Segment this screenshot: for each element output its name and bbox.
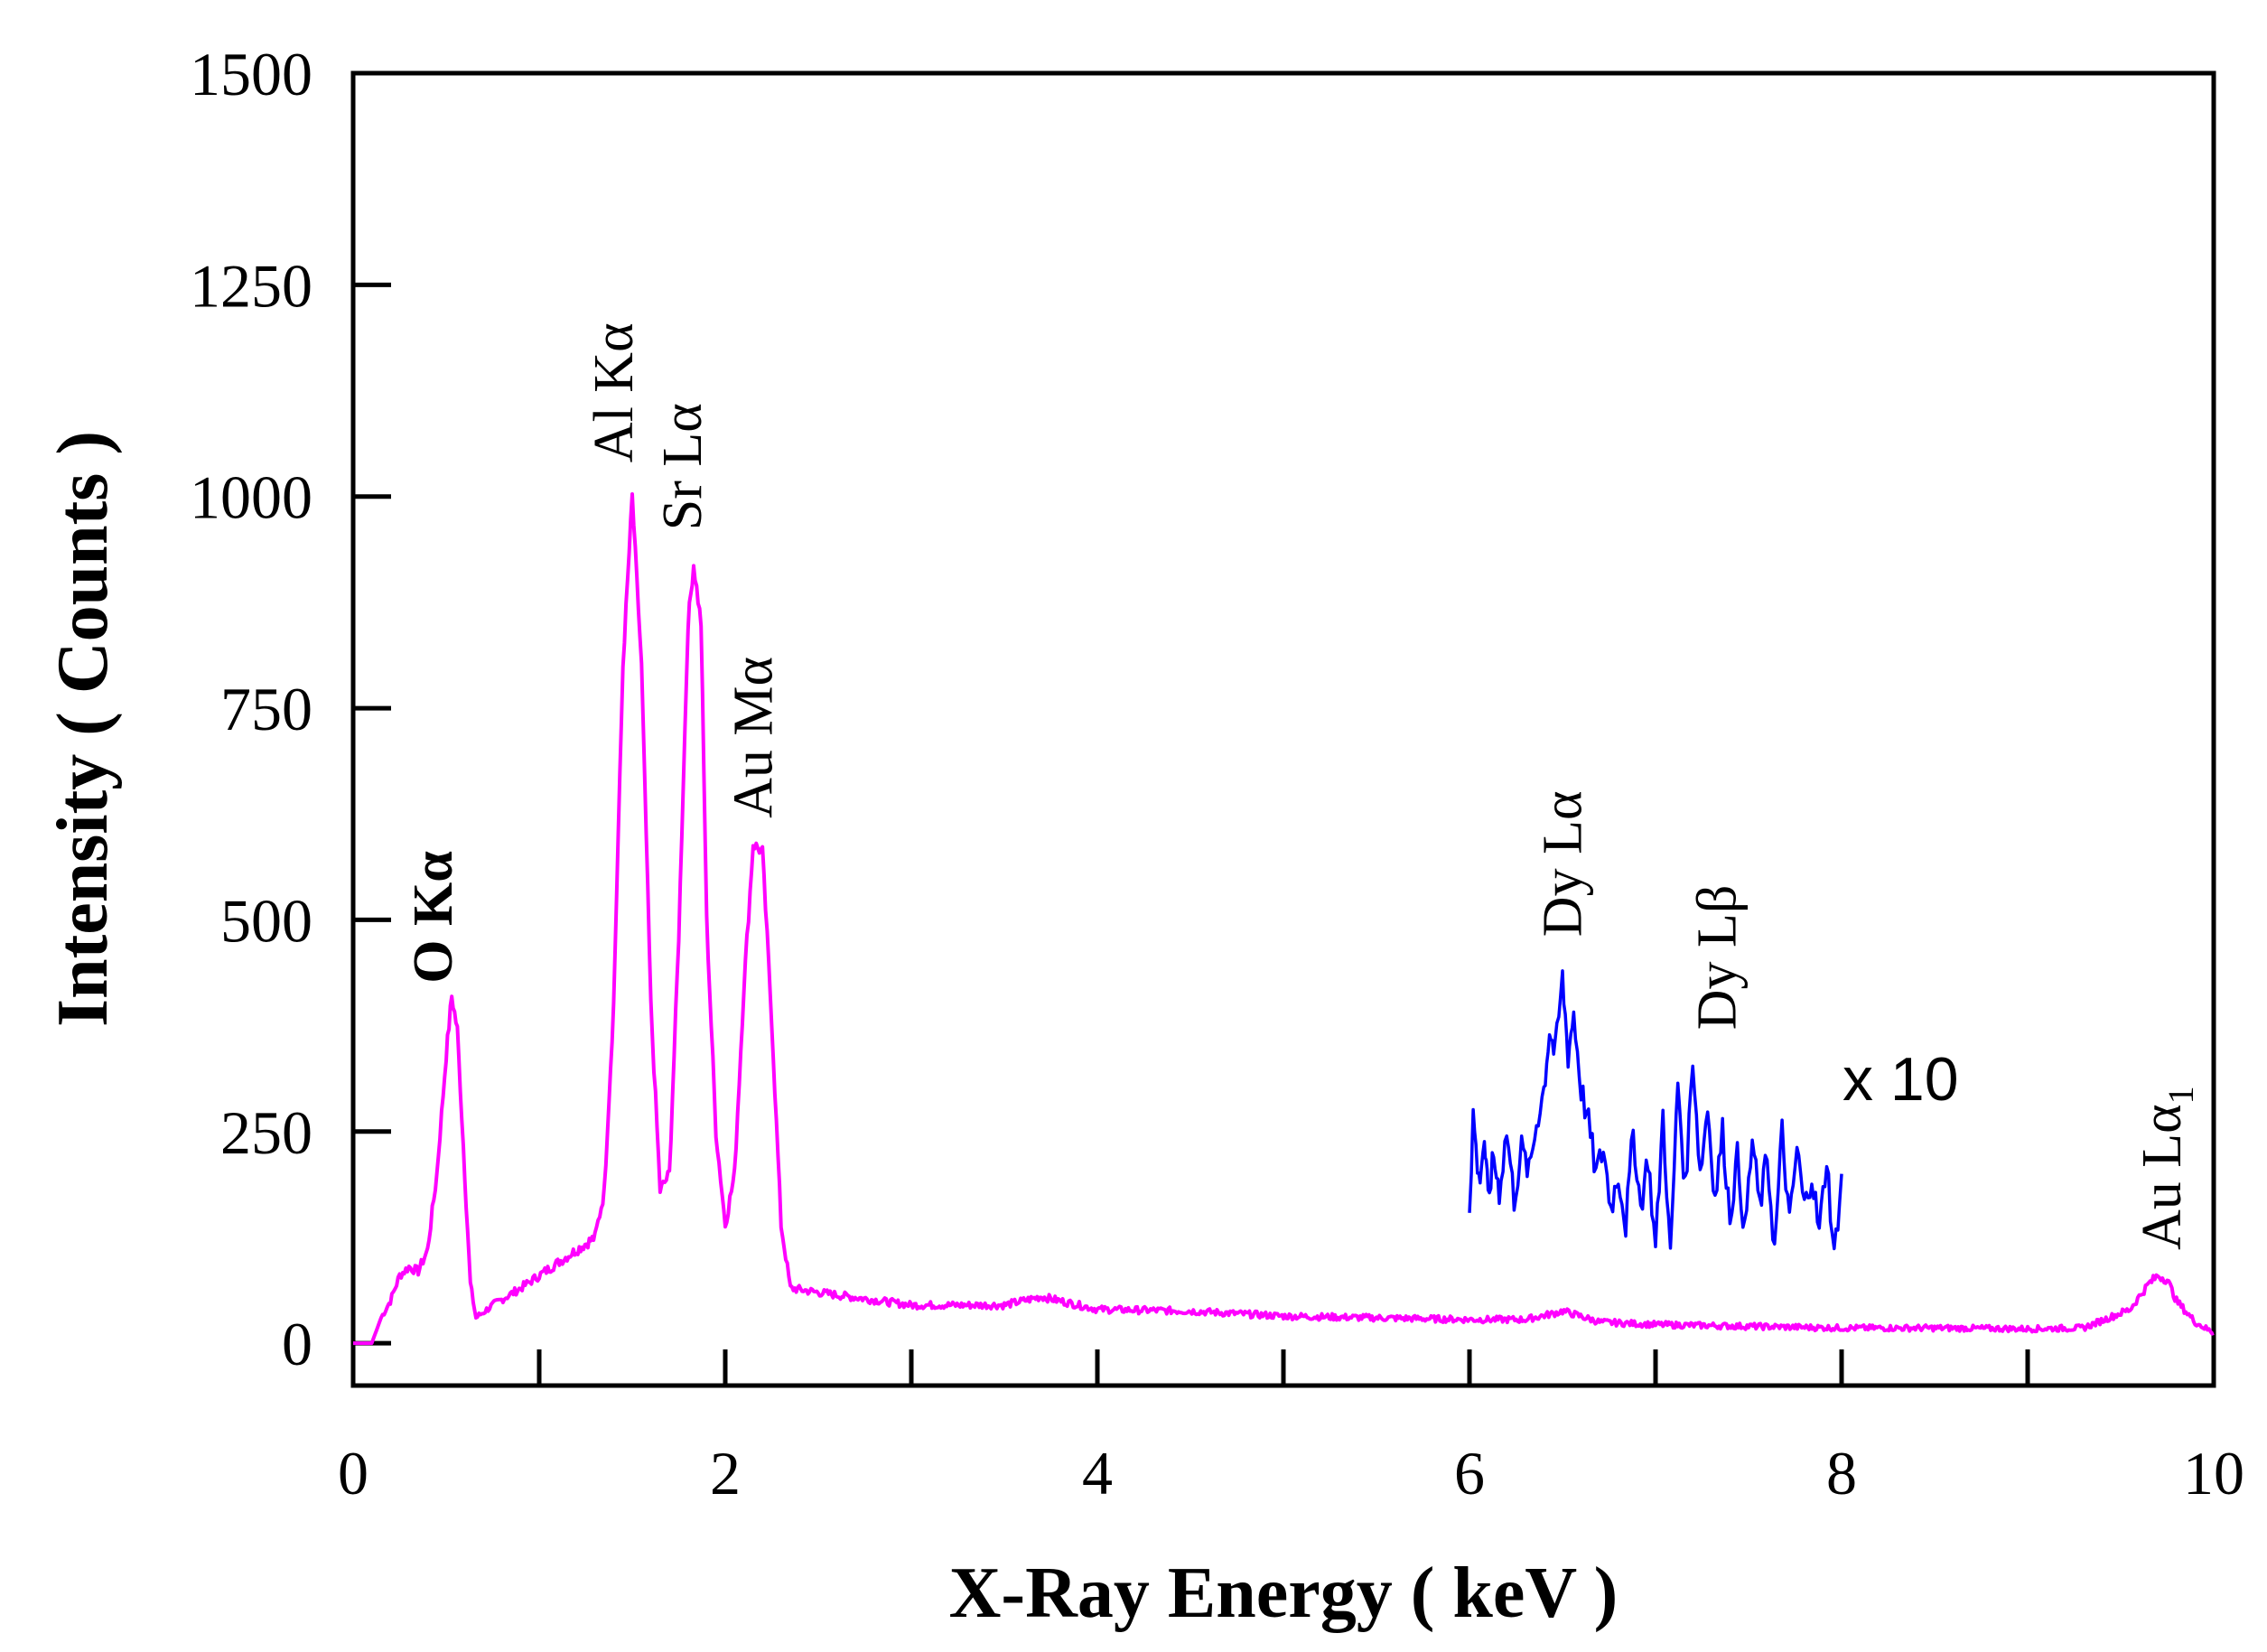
scale-note: x 10: [1843, 1045, 1959, 1114]
x-tick-label: 4: [1082, 1439, 1113, 1507]
peak-label: Sr Lα: [652, 403, 714, 530]
x-tick-label: 10: [2183, 1439, 2244, 1507]
series-layer: [352, 492, 2215, 1346]
y-tick-label: 1000: [190, 463, 313, 532]
y-tick-label: 500: [220, 886, 313, 955]
x-axis-title: X-Ray Energy ( keV ): [949, 1554, 1619, 1633]
y-axis: 0 250 500 750 1000 1250 1500: [190, 40, 391, 1378]
y-axis-title: Intensity ( Counts ): [43, 431, 123, 1027]
peak-label: Al Kα: [583, 322, 645, 462]
dy-zoom-line: [1468, 969, 1843, 1251]
peak-label: Au Mα: [723, 657, 785, 818]
y-tick-label: 0: [282, 1310, 313, 1378]
y-tick-label: 250: [220, 1098, 313, 1167]
x-tick-label: 8: [1826, 1439, 1857, 1507]
y-tick-label: 750: [220, 675, 313, 743]
y-tick-label: 1250: [190, 251, 313, 320]
x-tick-label: 6: [1454, 1439, 1485, 1507]
x-tick-label: 2: [710, 1439, 741, 1507]
peak-label: Dy Lα: [1533, 791, 1594, 938]
x-tick-label: 0: [338, 1439, 369, 1507]
x-axis: 0 2 4 6 8 10: [338, 1349, 2244, 1507]
peak-label: Au Lα1: [2132, 1086, 2201, 1250]
y-tick-label: 1500: [190, 40, 313, 108]
peak-label: Dy Lβ: [1687, 885, 1749, 1031]
peak-label: O Kα: [403, 851, 464, 984]
spectrum-line: [352, 492, 2215, 1346]
plot-frame: [350, 70, 2216, 1388]
